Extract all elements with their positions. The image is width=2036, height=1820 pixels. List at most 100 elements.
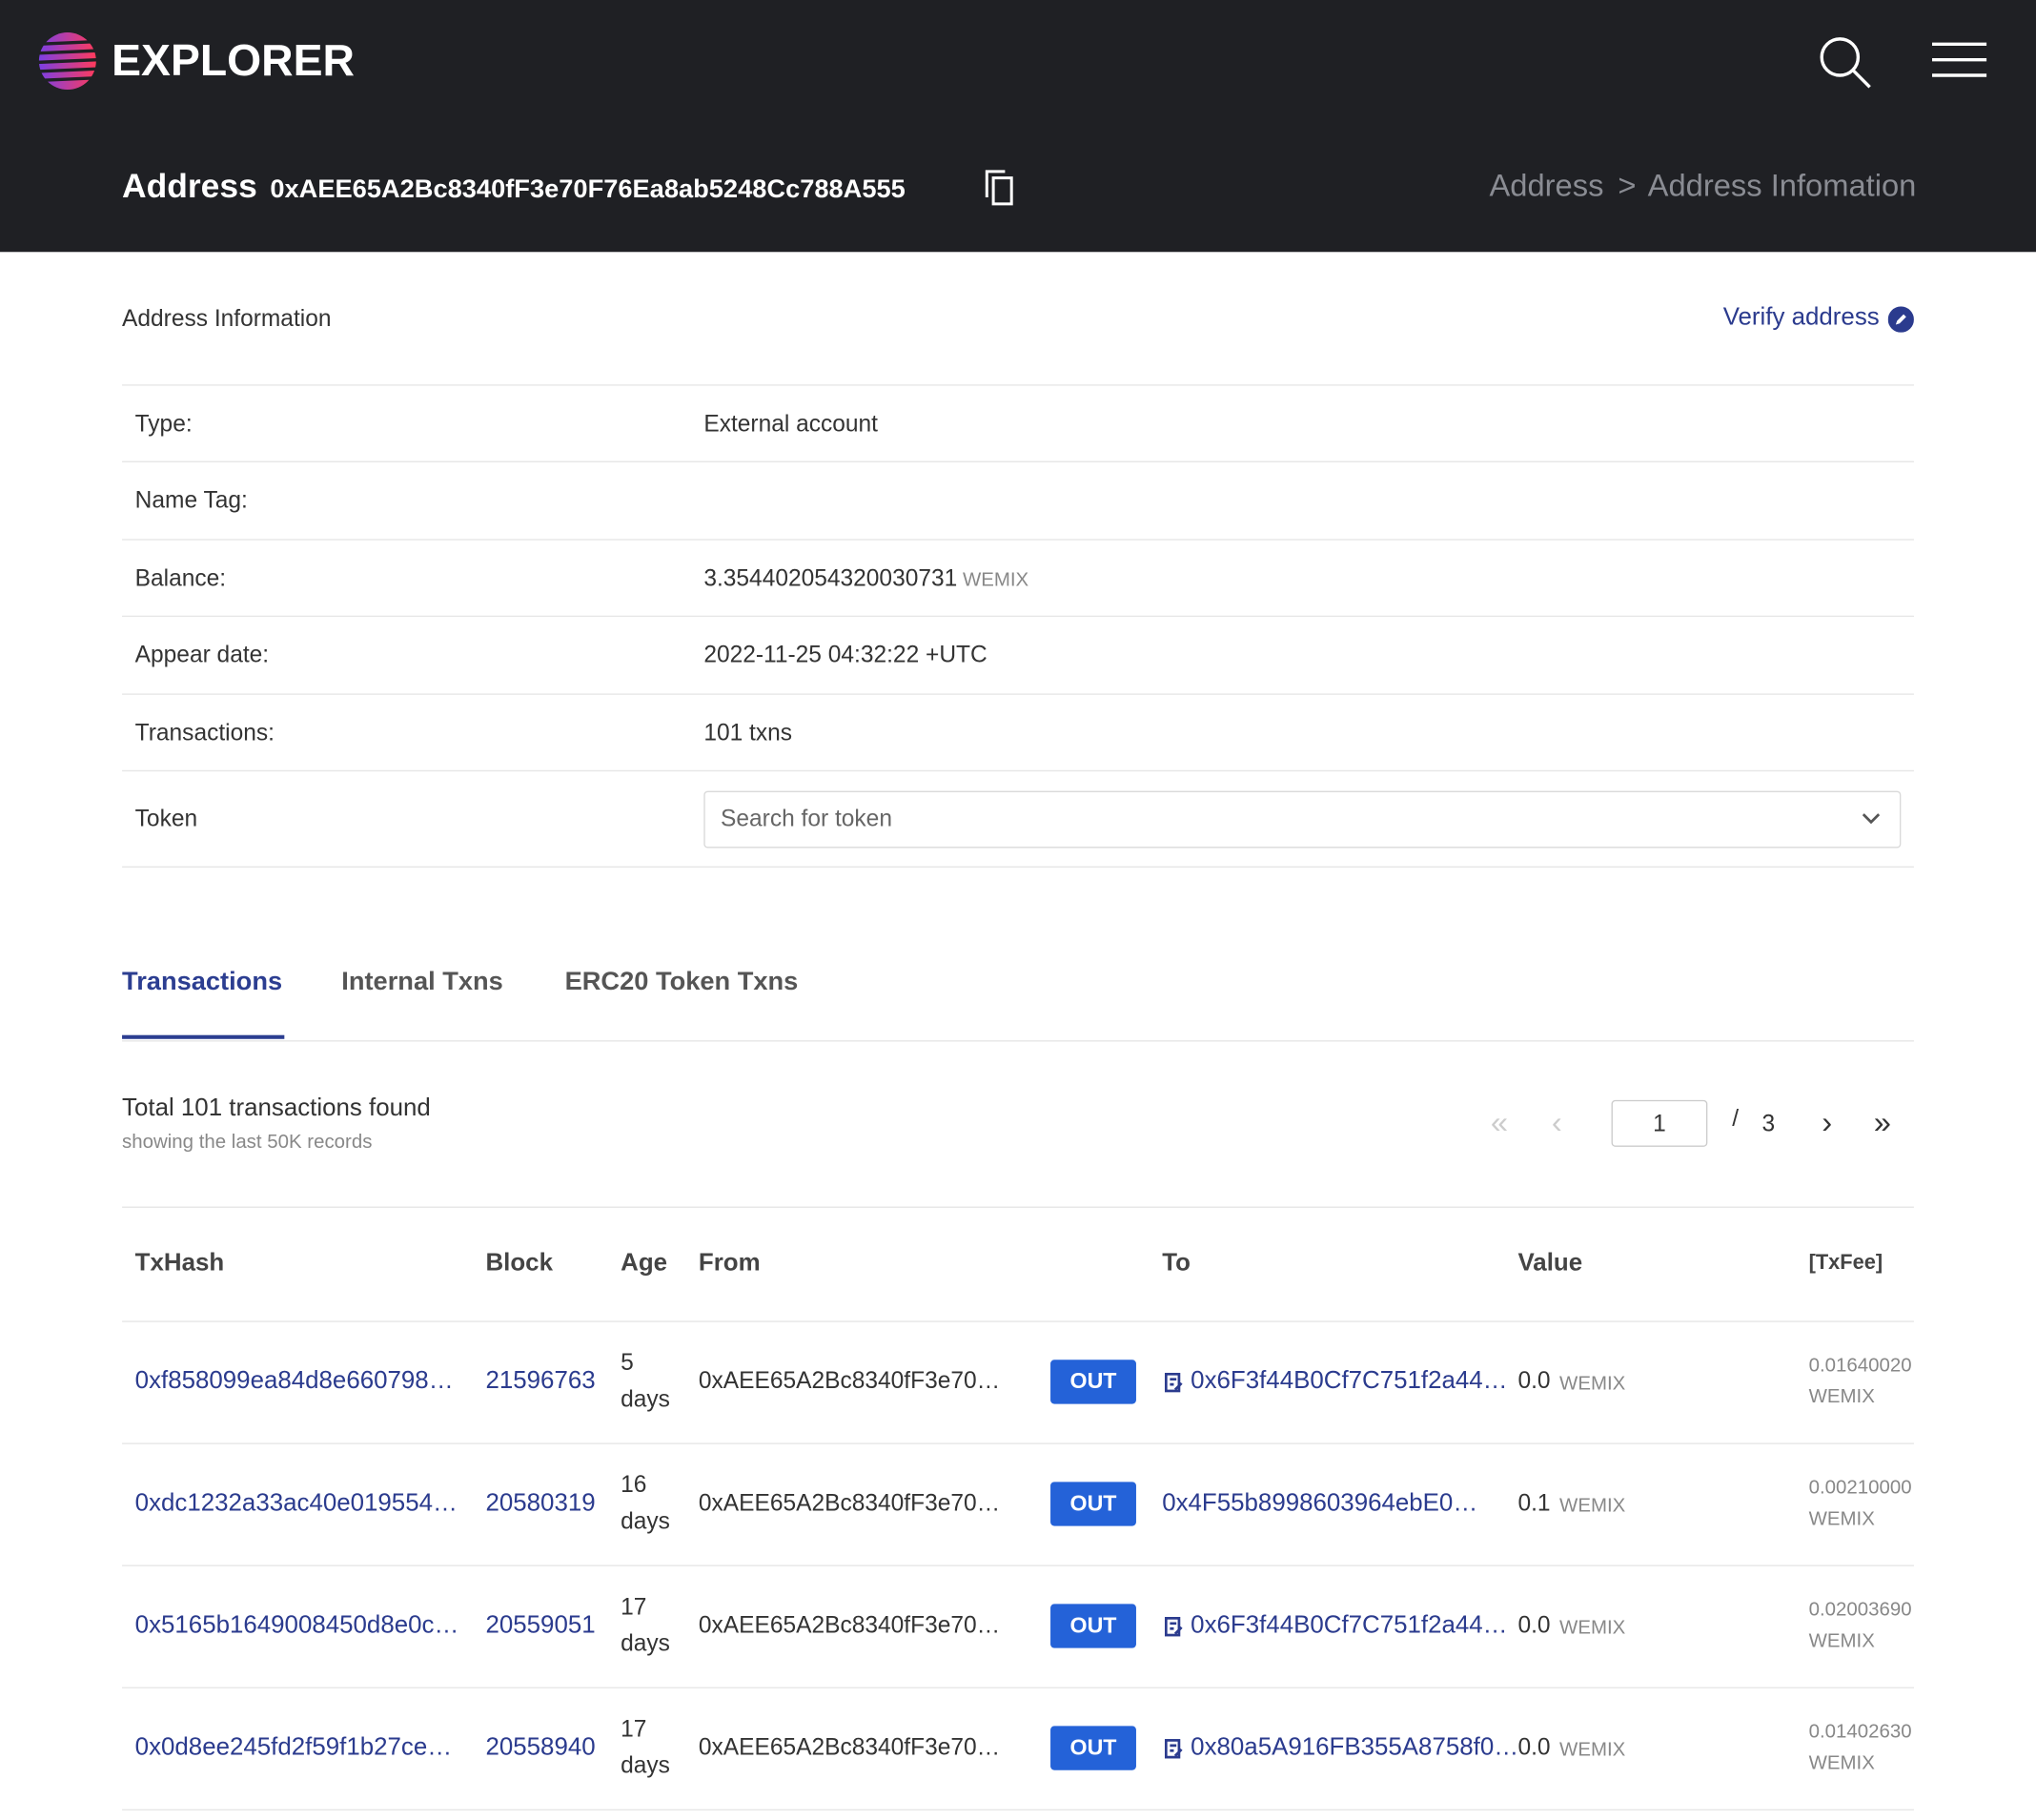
fee-unit: WEMIX — [1808, 1385, 1875, 1408]
search-button[interactable] — [1818, 35, 1872, 90]
divider — [122, 1206, 1914, 1208]
divider — [122, 1564, 1914, 1566]
row-label: Balance: — [134, 564, 227, 591]
tabs-divider — [122, 1040, 1914, 1042]
first-page[interactable]: « — [1490, 1105, 1509, 1141]
page-sep: / — [1732, 1105, 1740, 1132]
breadcrumb-current: Address Infomation — [1647, 169, 1917, 204]
tab-active[interactable]: Transactions — [122, 967, 283, 996]
block[interactable]: 20559051 — [485, 1611, 596, 1640]
contract-icon-svg — [1164, 1739, 1183, 1759]
fee-unit: WEMIX — [1808, 1751, 1875, 1774]
value-unit: WEMIX — [1559, 1739, 1626, 1762]
block[interactable]: 20558940 — [485, 1733, 596, 1762]
unit: WEMIX — [957, 568, 1029, 591]
to[interactable]: 0x6F3f44B0Cf7C751f2a44… — [1191, 1367, 1508, 1396]
direction-badge: OUT — [1050, 1482, 1136, 1526]
to[interactable]: 0x6F3f44B0Cf7C751f2a44… — [1191, 1611, 1508, 1640]
divider — [122, 460, 1914, 462]
age: 17 — [621, 1593, 647, 1620]
column-header: TxHash — [134, 1249, 225, 1278]
contract-icon — [1164, 1372, 1183, 1394]
divider — [122, 539, 1914, 541]
tx-hash[interactable]: 0xf858099ea84d8e660798… — [134, 1367, 454, 1396]
value: 0.1 — [1517, 1489, 1551, 1516]
fee: 0.01402630 — [1808, 1720, 1912, 1744]
from: 0xAEE65A2Bc8340fF3e70… — [698, 1489, 1001, 1516]
row-label: Token — [134, 805, 198, 831]
verify-icon[interactable] — [1887, 306, 1914, 333]
direction-badge: OUT — [1050, 1604, 1136, 1648]
logo-icon — [37, 32, 98, 90]
row-value: External account — [703, 410, 878, 437]
to[interactable]: 0x4F55b8998603964ebE0… — [1162, 1489, 1478, 1518]
row-label: Name Tag: — [134, 486, 248, 514]
copy-button[interactable] — [983, 169, 1016, 208]
age: 16 — [621, 1471, 647, 1498]
row-label: Appear date: — [134, 641, 270, 668]
value: 0.0 — [1517, 1611, 1551, 1638]
prev-page[interactable]: ‹ — [1551, 1105, 1562, 1141]
page-input[interactable]: 1 — [1611, 1099, 1708, 1147]
fee: 0.00210000 — [1808, 1476, 1912, 1500]
divider — [122, 769, 1914, 772]
page-label: Address — [122, 166, 257, 206]
age: days — [621, 1507, 670, 1534]
column-header: Value — [1517, 1249, 1583, 1278]
fee: 0.02003690 — [1808, 1598, 1912, 1622]
age: days — [621, 1751, 670, 1778]
column-header: Age — [621, 1249, 668, 1278]
block[interactable]: 20580319 — [485, 1489, 596, 1518]
value: 0.0 — [1517, 1367, 1551, 1394]
contract-icon — [1164, 1739, 1183, 1760]
block[interactable]: 21596763 — [485, 1367, 596, 1396]
tab[interactable]: Internal Txns — [341, 967, 503, 996]
from: 0xAEE65A2Bc8340fF3e70… — [698, 1611, 1001, 1638]
logo-text[interactable]: EXPLORER — [112, 36, 355, 86]
fee: 0.01640020 — [1808, 1354, 1912, 1377]
divider — [122, 1320, 1914, 1322]
value-unit: WEMIX — [1559, 1494, 1626, 1518]
page-count: 3 — [1761, 1110, 1776, 1136]
contract-icon-svg — [1164, 1616, 1183, 1637]
fee-unit: WEMIX — [1808, 1629, 1875, 1652]
column-header: [TxFee] — [1808, 1252, 1883, 1275]
divider — [122, 693, 1914, 695]
divider — [122, 615, 1914, 618]
column-header: From — [698, 1249, 761, 1278]
breadcrumb-link[interactable]: Address — [1489, 169, 1604, 204]
next-page[interactable]: › — [1822, 1105, 1833, 1141]
row-label: Transactions: — [134, 719, 275, 746]
contract-icon — [1164, 1616, 1183, 1638]
last-page[interactable]: » — [1873, 1105, 1891, 1141]
value-unit: WEMIX — [1559, 1616, 1626, 1640]
direction-badge: OUT — [1050, 1726, 1136, 1770]
records-note: showing the last 50K records — [122, 1131, 373, 1154]
section-title: Address Information — [122, 305, 332, 332]
fee-unit: WEMIX — [1808, 1507, 1875, 1530]
from: 0xAEE65A2Bc8340fF3e70… — [698, 1733, 1001, 1760]
from: 0xAEE65A2Bc8340fF3e70… — [698, 1367, 1001, 1394]
total: Total 101 transactions found — [122, 1094, 431, 1122]
contract-icon-svg — [1164, 1372, 1183, 1393]
divider — [122, 1687, 1914, 1688]
header — [0, 0, 2036, 253]
verify-link[interactable]: Verify address — [1722, 303, 1880, 332]
tx-hash[interactable]: 0x0d8ee245fd2f59f1b27ce… — [134, 1733, 453, 1762]
token-placeholder: Search for token — [721, 805, 892, 831]
to[interactable]: 0x80a5A916FB355A8758f0… — [1191, 1733, 1519, 1762]
address: 0xAEE65A2Bc8340fF3e70F76Ea8ab5248Cc788A5… — [270, 174, 906, 204]
tab[interactable]: ERC20 Token Txns — [564, 967, 799, 996]
tx-hash[interactable]: 0x5165b1649008450d8e0c… — [134, 1611, 459, 1640]
menu-button[interactable] — [1932, 42, 1987, 81]
token-select[interactable] — [703, 790, 1902, 849]
tab-indicator — [122, 1034, 285, 1039]
age: days — [621, 1629, 670, 1656]
divider — [122, 384, 1914, 386]
tx-hash[interactable]: 0xdc1232a33ac40e019554… — [134, 1489, 458, 1518]
row-value: 3.354402054320030731 WEMIX — [703, 564, 1029, 591]
value-unit: WEMIX — [1559, 1372, 1626, 1396]
age: 17 — [621, 1715, 647, 1742]
